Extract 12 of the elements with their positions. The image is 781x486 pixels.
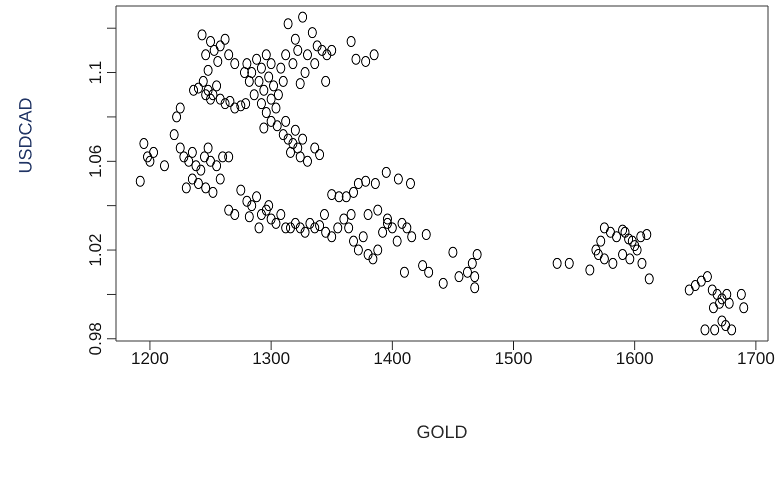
- y-tick-label: 1.1: [86, 60, 105, 84]
- x-tick-label: 1200: [131, 349, 169, 368]
- x-axis-title: GOLD: [416, 422, 468, 442]
- y-axis-title: USDCAD: [15, 97, 36, 174]
- y-tick-label: 0.98: [86, 322, 105, 356]
- x-tick-label: 1500: [494, 349, 532, 368]
- x-tick-label: 1700: [736, 349, 775, 368]
- y-tick-label: 1.02: [86, 233, 105, 267]
- x-tick-label: 1400: [373, 349, 412, 368]
- x-tick-label: 1600: [616, 349, 654, 368]
- y-tick-label: 1.06: [86, 144, 105, 178]
- x-tick-label: 1300: [252, 349, 290, 368]
